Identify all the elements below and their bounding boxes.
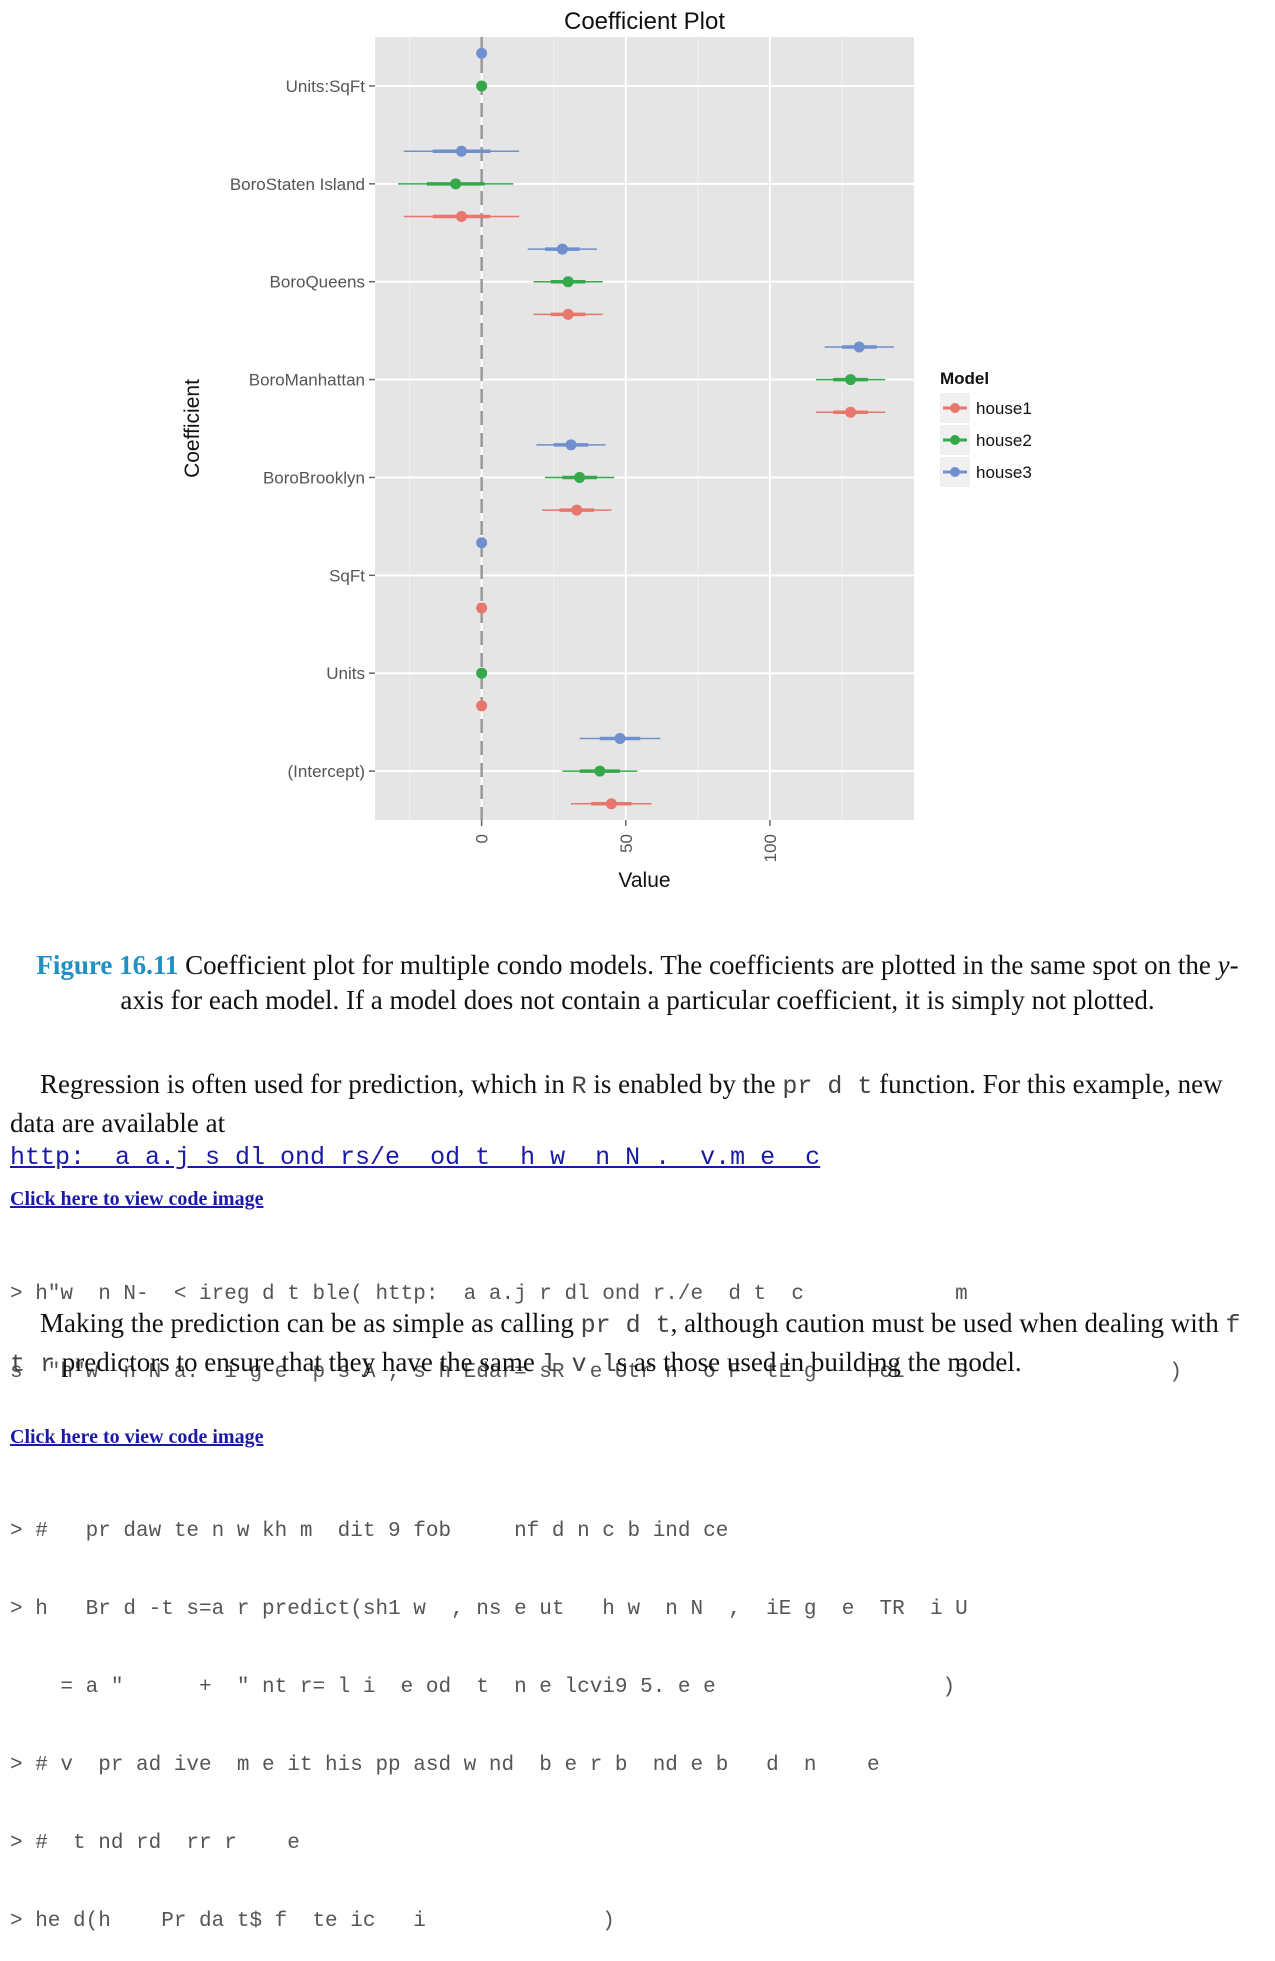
coefficient-point <box>845 406 857 418</box>
series-house2 <box>398 80 886 777</box>
code-block-2: > # pr daw te n w kh m dit 9 fob nf d n … <box>10 1467 1265 1961</box>
para2-code-level: l v l <box>541 1350 617 1379</box>
y-tick-label: BoroStaten Island <box>230 175 365 194</box>
caption-italic: y <box>1217 950 1230 980</box>
coefficient-point <box>605 798 617 810</box>
series-house1 <box>403 210 886 810</box>
coefficient-point <box>450 178 462 190</box>
code-line: > # t nd rd rr r e <box>10 1832 300 1855</box>
y-tick-label: (Intercept) <box>288 762 365 781</box>
y-tick-label: BoroManhattan <box>249 371 365 390</box>
para2-code-factor: f t r <box>10 1311 1241 1379</box>
coefficient-point <box>562 276 574 288</box>
coefficient-point <box>571 504 583 516</box>
legend-key-point <box>950 435 960 445</box>
plot-panel <box>375 37 914 820</box>
x-tick-label: 100 <box>761 834 780 862</box>
para2-text-3: predictors to ensure that they have the … <box>55 1347 542 1377</box>
legend-label: house3 <box>976 463 1032 482</box>
coefficient-point <box>562 308 574 320</box>
coefficient-point <box>845 374 857 386</box>
code-line: > he d(h Pr da t$ f te ic i ) <box>10 1910 615 1933</box>
code-line: > # pr daw te n w kh m dit 9 fob nf d n … <box>10 1520 729 1543</box>
para2-text-4: s as those used in building the model. <box>616 1347 1022 1377</box>
legend-key-point <box>950 403 960 413</box>
y-tick-label: Units:SqFt <box>286 77 366 96</box>
series-house3 <box>403 47 894 744</box>
x-axis-label: Value <box>618 869 670 892</box>
legend-title: Model <box>940 369 989 388</box>
y-tick-label: BoroQueens <box>270 273 365 292</box>
coefficient-point <box>476 47 488 59</box>
code-line: > # v pr ad ive m e it his pp asd w nd b… <box>10 1754 880 1777</box>
paragraph-prediction: Regression is often used for prediction,… <box>10 1066 1265 1142</box>
caption-text: Coefficient plot for multiple condo mode… <box>178 950 1218 980</box>
para2-text-2: , although caution must be used when dea… <box>670 1308 1226 1338</box>
coefficient-point <box>455 210 467 222</box>
coefficient-point <box>455 145 467 157</box>
code-line: > h"w n N- < ireg d t ble( http: a a.j r… <box>10 1283 968 1306</box>
coefficient-point <box>476 537 488 549</box>
coefficient-point <box>574 471 586 483</box>
coefficient-point <box>565 439 577 451</box>
code-line: > h Br d -t s=a r predict(sh1 w , ns e u… <box>10 1598 968 1621</box>
x-tick-label: 50 <box>617 834 636 853</box>
code-line: = a " + " nt r= l i e od t n e lcvi9 5. … <box>10 1676 956 1699</box>
para2-code-predict: pr d t <box>580 1311 671 1340</box>
code-line: s "h"w n N a. i g e p s A , s h Edar= sR… <box>10 1361 1182 1384</box>
coefficient-plot-svg: 0 50 100 Units:SqFt BoroStaten Island BoroQue… <box>181 8 1032 892</box>
figure-label: Figure 16.11 <box>36 950 179 980</box>
view-code-image-link-1[interactable]: Click here to view code image <box>10 1188 264 1210</box>
view-code-image-link-2[interactable]: Click here to view code image <box>10 1426 264 1448</box>
x-tick-label: 0 <box>473 834 492 843</box>
y-tick-label: SqFt <box>329 566 365 585</box>
y-axis-label: Coefficient <box>181 379 204 478</box>
coefficient-plot: 0 50 100 Units:SqFt BoroStaten Island BoroQue… <box>170 0 1100 945</box>
coefficient-point <box>594 765 606 777</box>
caption-text-2: -axis for each model. If a model does no… <box>120 950 1239 1015</box>
y-tick-label: Units <box>326 664 365 683</box>
legend-label: house1 <box>976 399 1032 418</box>
coefficient-point <box>614 732 626 744</box>
coefficient-point <box>476 80 488 92</box>
para1-text-1: Regression is often used for prediction,… <box>40 1069 572 1099</box>
coefficient-point <box>476 667 488 679</box>
para1-text-3: function. For this example, new data are… <box>10 1069 1223 1138</box>
figure-caption: Figure 16.11 Coefficient plot for multip… <box>30 948 1245 1018</box>
y-tick-label: BoroBrooklyn <box>263 468 365 487</box>
legend-key-point <box>950 467 960 477</box>
para1-code-predict: pr d t <box>782 1072 873 1101</box>
coefficient-point <box>853 341 865 353</box>
coefficient-point <box>476 602 488 614</box>
chart-title: Coefficient Plot <box>564 8 725 35</box>
para1-code-r: R <box>571 1072 587 1101</box>
para1-text-2: is enabled by the <box>586 1069 783 1099</box>
para2-text-1: Making the prediction can be as simple a… <box>40 1308 581 1338</box>
legend-label: house2 <box>976 431 1032 450</box>
coefficient-point <box>556 243 568 255</box>
data-url-link[interactable]: http: a a.j s dl ond rs/e od t h w n N .… <box>10 1143 821 1172</box>
code-block-1: > h"w n N- < ireg d t ble( http: a a.j r… <box>10 1230 1265 1412</box>
paragraph-prediction-caution: Making the prediction can be as simple a… <box>10 1305 1265 1383</box>
coefficient-point <box>476 700 488 712</box>
